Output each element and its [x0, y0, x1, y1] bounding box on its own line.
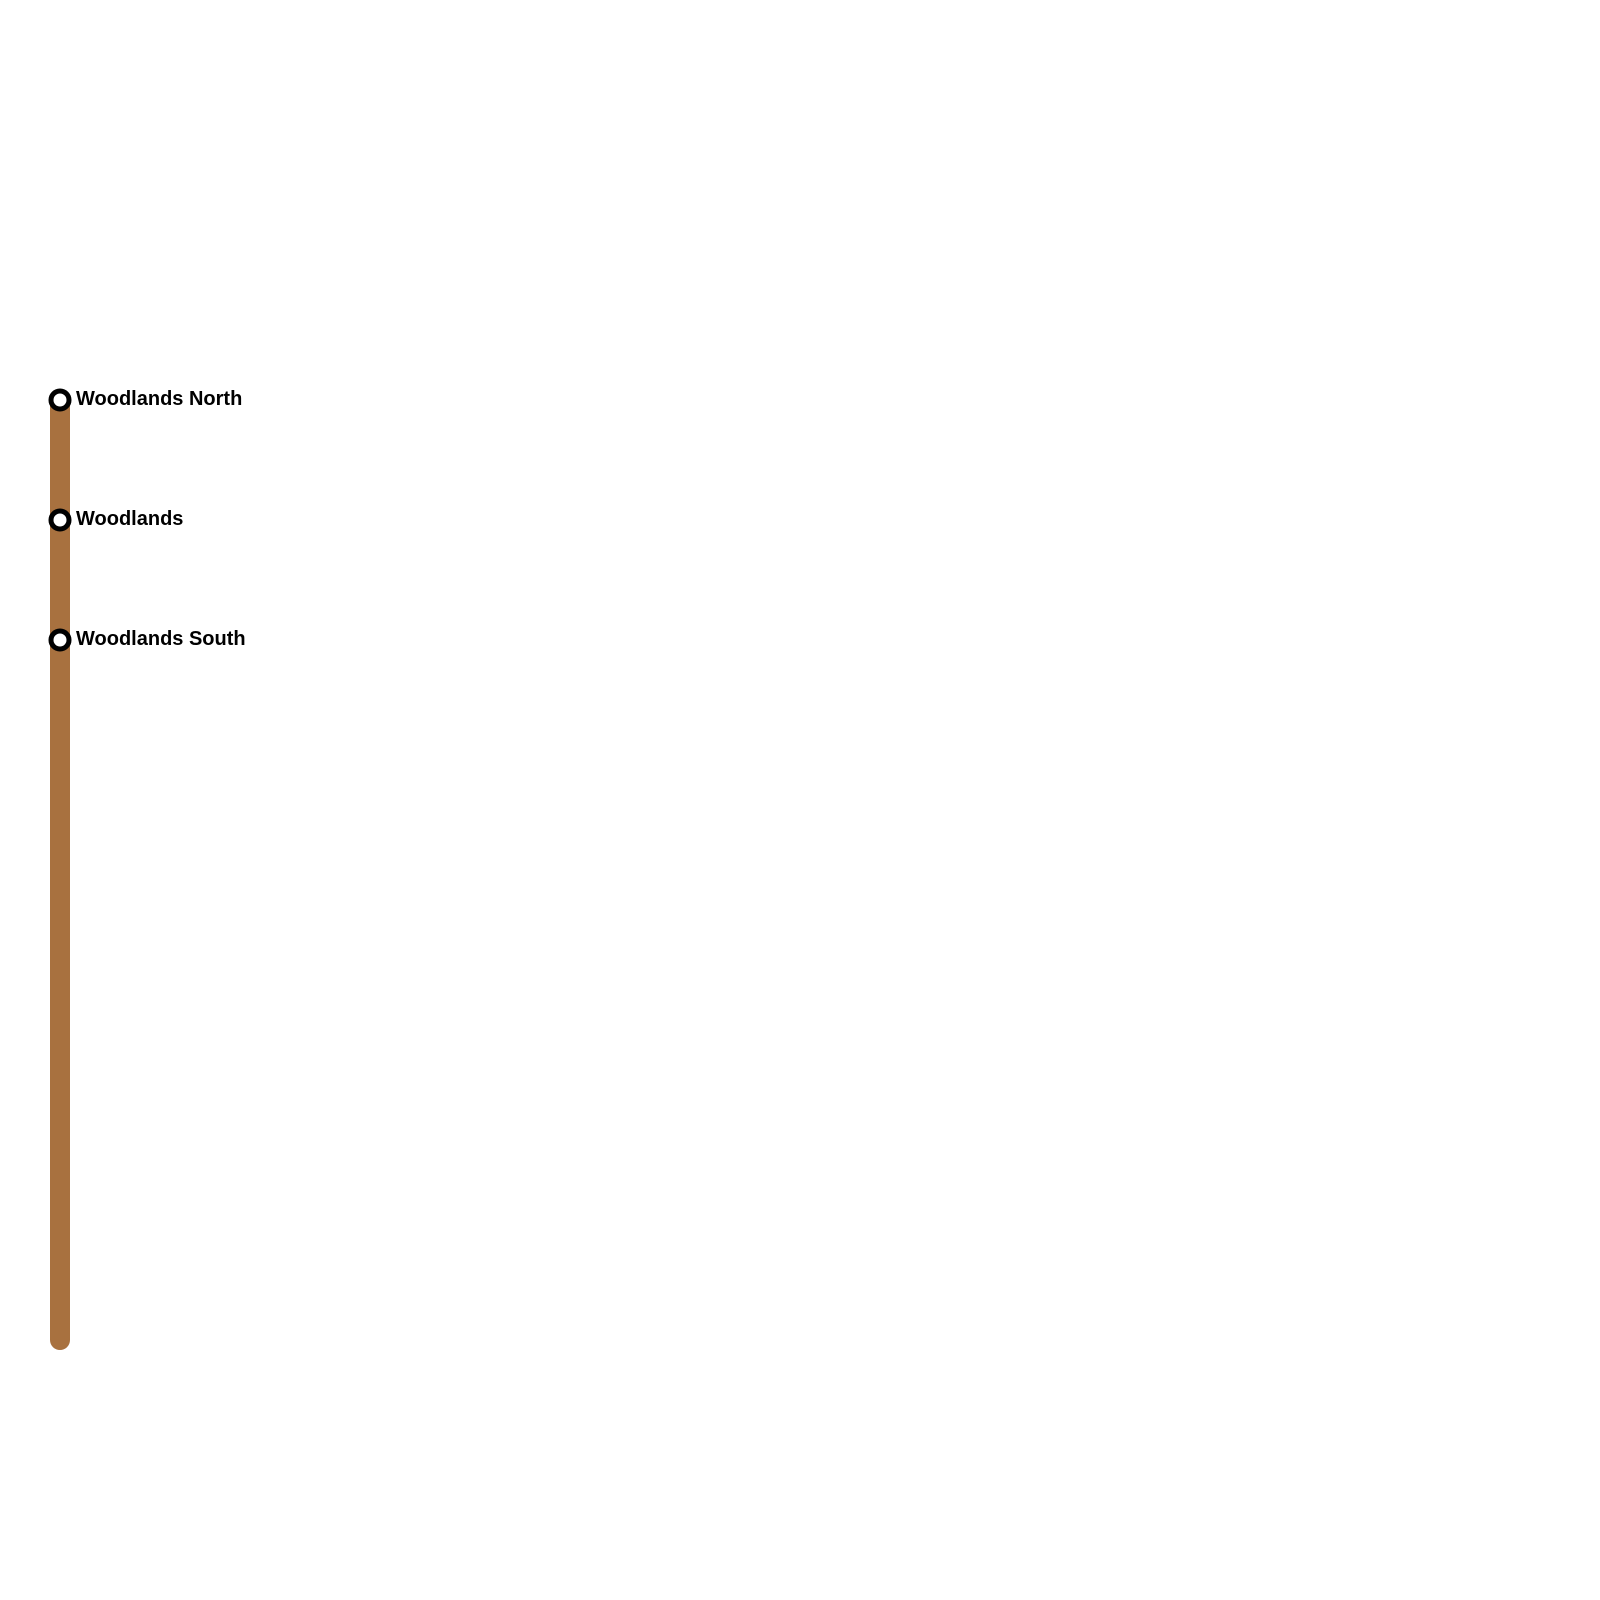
station-marker-icon[interactable] — [48, 388, 72, 412]
station-woodlands-north[interactable]: Woodlands North — [48, 388, 242, 412]
station-label: Woodlands — [76, 508, 183, 530]
station-woodlands[interactable]: Woodlands — [48, 508, 183, 532]
station-label: Woodlands South — [76, 628, 246, 650]
station-woodlands-south[interactable]: Woodlands South — [48, 628, 246, 652]
station-marker-icon[interactable] — [48, 508, 72, 532]
station-marker-icon[interactable] — [48, 628, 72, 652]
station-label: Woodlands North — [76, 388, 242, 410]
